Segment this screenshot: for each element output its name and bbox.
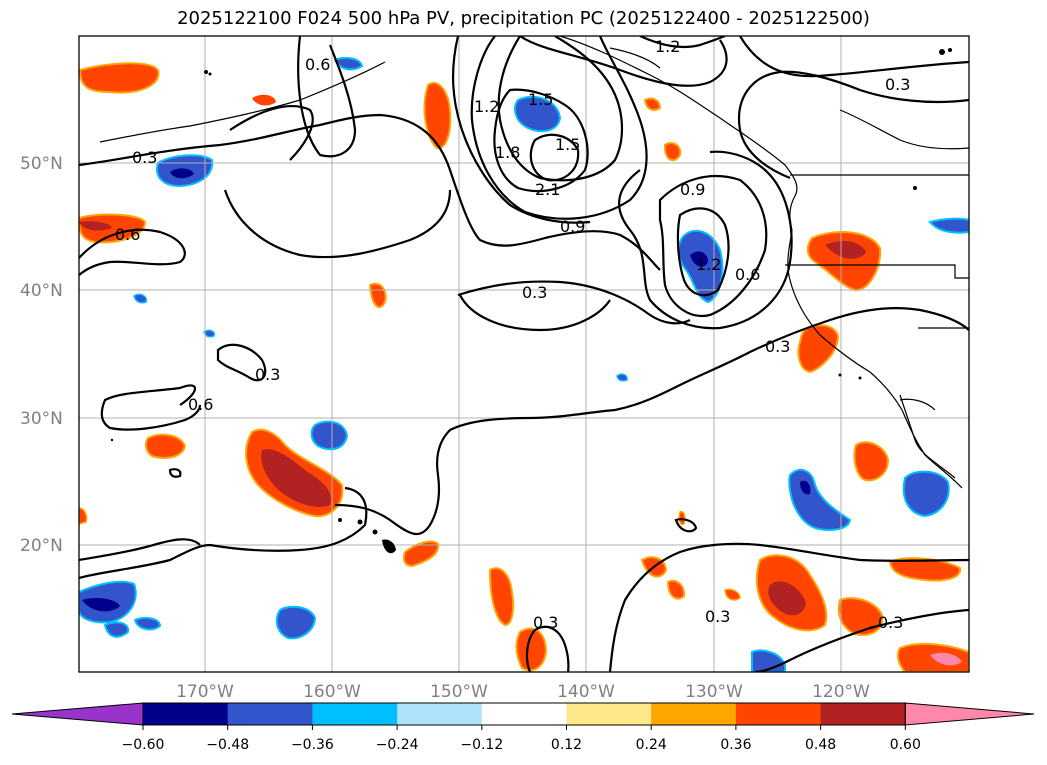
contour-labels: 0.6 1.2 1.5 1.2 1.8 1.5 2.1 0.9 0.9 1.2 … (115, 37, 910, 632)
colorbar-segment (397, 703, 483, 725)
colorbar-tick-label: −0.12 (460, 737, 503, 753)
colorbar-segment (143, 703, 229, 725)
colorbar-tick-label: 0.36 (720, 737, 751, 753)
colorbar-segment (735, 703, 822, 725)
contour-label: 0.3 (765, 337, 790, 356)
contour-label: 1.5 (555, 135, 580, 154)
colorbar-segment (566, 703, 652, 725)
lon-label: 140°W (557, 682, 615, 702)
contour-label: 2.1 (535, 180, 560, 199)
contour-label: 0.3 (878, 613, 903, 632)
contour-label: 1.5 (528, 90, 553, 109)
map-plot-area: 0.6 1.2 1.5 1.2 1.8 1.5 2.1 0.9 0.9 1.2 … (79, 36, 969, 672)
colorbar-segment (312, 703, 398, 725)
contour-label: 0.6 (305, 55, 330, 74)
precipitation-fill (79, 57, 969, 672)
contour-label: 0.3 (533, 613, 558, 632)
contour-label: 1.2 (655, 37, 680, 56)
lon-label: 170°W (176, 682, 234, 702)
lat-label: 30°N (20, 409, 63, 429)
longitude-labels: 170°W 160°W 150°W 140°W 130°W 120°W (176, 682, 870, 702)
colorbar-tick-label: −0.48 (206, 737, 249, 753)
colorbar-segment (820, 703, 906, 725)
colorbar-segment (651, 703, 737, 725)
contour-label: 0.6 (735, 265, 760, 284)
contour-label: 0.3 (705, 607, 730, 626)
lon-label: 130°W (685, 682, 743, 702)
contour-label: 1.2 (474, 97, 499, 116)
lon-label: 150°W (430, 682, 488, 702)
pv-contours (79, 36, 969, 672)
contour-label: 0.3 (522, 283, 547, 302)
islands (110, 48, 952, 554)
map-border (78, 35, 970, 673)
colorbar-tick-label: −0.60 (122, 737, 165, 753)
colorbar-segment (481, 703, 567, 725)
colorbar-extend-low (11, 702, 144, 726)
contour-label: 0.6 (115, 225, 140, 244)
colorbar-tick-label: 0.12 (551, 737, 582, 753)
lat-label: 50°N (20, 154, 63, 174)
colorbar-tick-label: 0.24 (636, 737, 667, 753)
contour-label: 1.8 (495, 143, 520, 162)
contour-label: 0.3 (132, 148, 157, 167)
colorbar-tick-label: 0.60 (890, 737, 921, 753)
contour-label: 0.9 (560, 217, 585, 236)
latitude-labels: 50°N 40°N 30°N 20°N (20, 154, 63, 556)
colorbar-frame (142, 702, 906, 726)
colorbar-tick-label: −0.24 (376, 737, 419, 753)
lon-label: 160°W (303, 682, 361, 702)
lon-label: 120°W (812, 682, 870, 702)
contour-label: 1.2 (696, 255, 721, 274)
lat-label: 40°N (20, 281, 63, 301)
contour-label: 0.9 (680, 180, 705, 199)
map-title: 2025122100 F024 500 hPa PV, precipitatio… (177, 8, 870, 29)
contour-label: 0.3 (885, 75, 910, 94)
colorbar-tick-label: 0.48 (805, 737, 836, 753)
contour-label: 0.6 (188, 395, 213, 414)
colorbar-segment (227, 703, 313, 725)
lat-label: 20°N (20, 536, 63, 556)
colorbar-tick-label: −0.36 (291, 737, 334, 753)
contour-label: 0.3 (255, 365, 280, 384)
colorbar-extend-high (904, 702, 1035, 726)
colorbar: −0.60 −0.48 −0.36 −0.24 −0.12 0.12 0.24 0.36 0.4… (11, 702, 1035, 753)
